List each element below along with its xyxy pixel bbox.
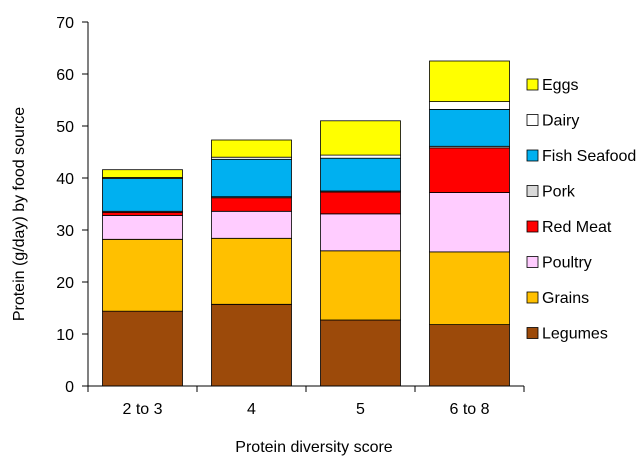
legend-label-red-meat: Red Meat [542, 219, 612, 236]
bar-segment-legumes-2 [211, 303, 292, 387]
legend-label-grains: Grains [542, 290, 589, 307]
x-tick-label: 5 [356, 401, 365, 418]
y-tick-label: 60 [56, 67, 74, 84]
legend-label-poultry: Poultry [542, 255, 592, 272]
bar-segment-red-meat-3 [320, 191, 401, 215]
bar-segment-poultry-3 [320, 213, 401, 252]
x-tick-label: 2 to 3 [122, 401, 162, 418]
bar-segment-poultry-2 [211, 210, 292, 239]
bar-segment-fish-seafood-1 [102, 178, 183, 212]
bar-segment-red-meat-1 [102, 211, 183, 216]
bar-segment-eggs-2 [211, 139, 292, 158]
x-tick-label: 6 to 8 [449, 401, 489, 418]
y-axis-title: Protein (g/day) by food source [11, 107, 28, 321]
legend-swatch-dairy [526, 114, 539, 126]
y-tick-label: 10 [56, 327, 74, 344]
bar-segment-red-meat-4 [429, 147, 510, 193]
legend-swatch-pork [526, 185, 539, 197]
legend-label-legumes: Legumes [542, 326, 608, 343]
legend: Eggs Dairy Fish Seafood Pork Red Meat Poultry… [526, 77, 636, 343]
y-tick-label: 0 [65, 379, 74, 396]
bar-segment-red-meat-2 [211, 197, 292, 212]
legend-swatch-fish-seafood [526, 149, 539, 162]
bar-segment-grains-2 [211, 237, 292, 305]
bar-segment-dairy-3 [320, 154, 401, 159]
bar-segment-fish-seafood-4 [429, 109, 510, 147]
bar-segment-fish-seafood-2 [211, 158, 292, 198]
bar-segment-legumes-3 [320, 319, 401, 387]
legend-swatch-eggs [526, 78, 539, 91]
legend-swatch-grains [526, 291, 539, 304]
bar-segment-eggs-3 [320, 120, 401, 156]
bar-segment-eggs-1 [102, 169, 183, 178]
x-tick-label: 4 [247, 401, 256, 418]
legend-label-eggs: Eggs [542, 77, 578, 94]
legend-swatch-red-meat [526, 220, 539, 233]
y-tick-label: 30 [56, 223, 74, 240]
y-ticks: 0 10 20 30 40 50 60 70 [56, 15, 88, 396]
y-tick-label: 20 [56, 275, 74, 292]
bar-segment-poultry-1 [102, 214, 183, 240]
legend-swatch-legumes [526, 327, 539, 339]
bar-segment-legumes-4 [429, 324, 510, 387]
y-tick-label: 40 [56, 171, 74, 188]
bar-segment-grains-1 [102, 238, 183, 312]
legend-swatch-poultry [526, 256, 539, 268]
bar-segment-dairy-4 [429, 101, 510, 110]
legend-label-fish-seafood: Fish Seafood [542, 148, 636, 165]
x-ticks: 2 to 3 4 5 6 to 8 [87, 386, 525, 418]
x-axis-title: Protein diversity score [235, 439, 392, 456]
legend-label-pork: Pork [542, 184, 576, 201]
bar-segment-fish-seafood-3 [320, 157, 401, 192]
bar-segment-eggs-4 [429, 60, 510, 102]
bar-segment-legumes-1 [102, 310, 183, 387]
bar-segment-grains-3 [320, 250, 401, 321]
bar-segment-poultry-4 [429, 192, 510, 253]
bar-segment-grains-4 [429, 251, 510, 326]
bars-layer [102, 60, 510, 387]
y-tick-label: 70 [56, 15, 74, 32]
legend-label-dairy: Dairy [542, 113, 579, 130]
y-tick-label: 50 [56, 119, 74, 136]
